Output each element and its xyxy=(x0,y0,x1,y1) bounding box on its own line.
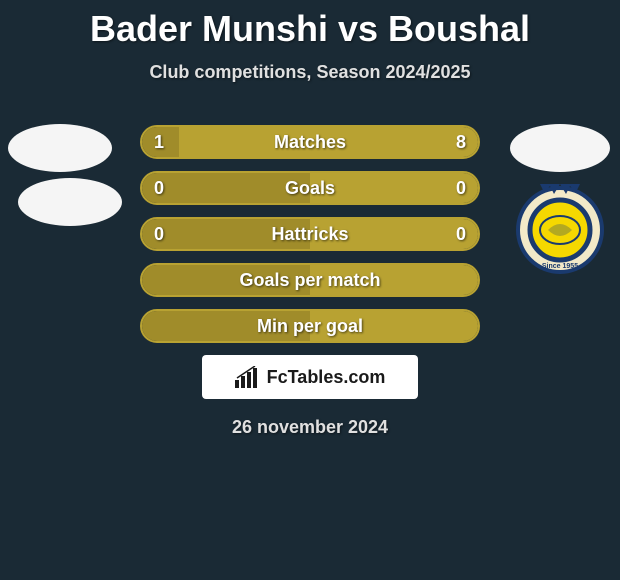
fctables-branding: FcTables.com xyxy=(202,355,418,399)
stat-row-goals-per-match: Goals per match xyxy=(140,263,480,297)
branding-label: FcTables.com xyxy=(267,367,386,388)
player1-club-logo-primary xyxy=(8,124,112,172)
stat-row-hattricks: 00Hattricks xyxy=(140,217,480,251)
svg-text:Since 1955: Since 1955 xyxy=(542,263,578,270)
stat-label: Hattricks xyxy=(142,224,478,245)
stat-label: Matches xyxy=(142,132,478,153)
stat-label: Goals per match xyxy=(142,270,478,291)
player1-club-logo-secondary xyxy=(18,178,122,226)
stat-row-matches: 18Matches xyxy=(140,125,480,159)
subtitle: Club competitions, Season 2024/2025 xyxy=(0,62,620,83)
stat-label: Min per goal xyxy=(142,316,478,337)
page-title: Bader Munshi vs Boushal xyxy=(0,0,620,50)
stat-row-min-per-goal: Min per goal xyxy=(140,309,480,343)
player2-club-logo-al-nassr: Since 1955 xyxy=(510,176,610,276)
stat-label: Goals xyxy=(142,178,478,199)
snapshot-date: 26 november 2024 xyxy=(0,417,620,438)
player2-club-logo-primary xyxy=(510,124,610,172)
stats-container: 18Matches 00Goals 00Hattricks Goals per mat… xyxy=(140,125,480,343)
chart-icon xyxy=(235,366,261,388)
stat-row-goals: 00Goals xyxy=(140,171,480,205)
